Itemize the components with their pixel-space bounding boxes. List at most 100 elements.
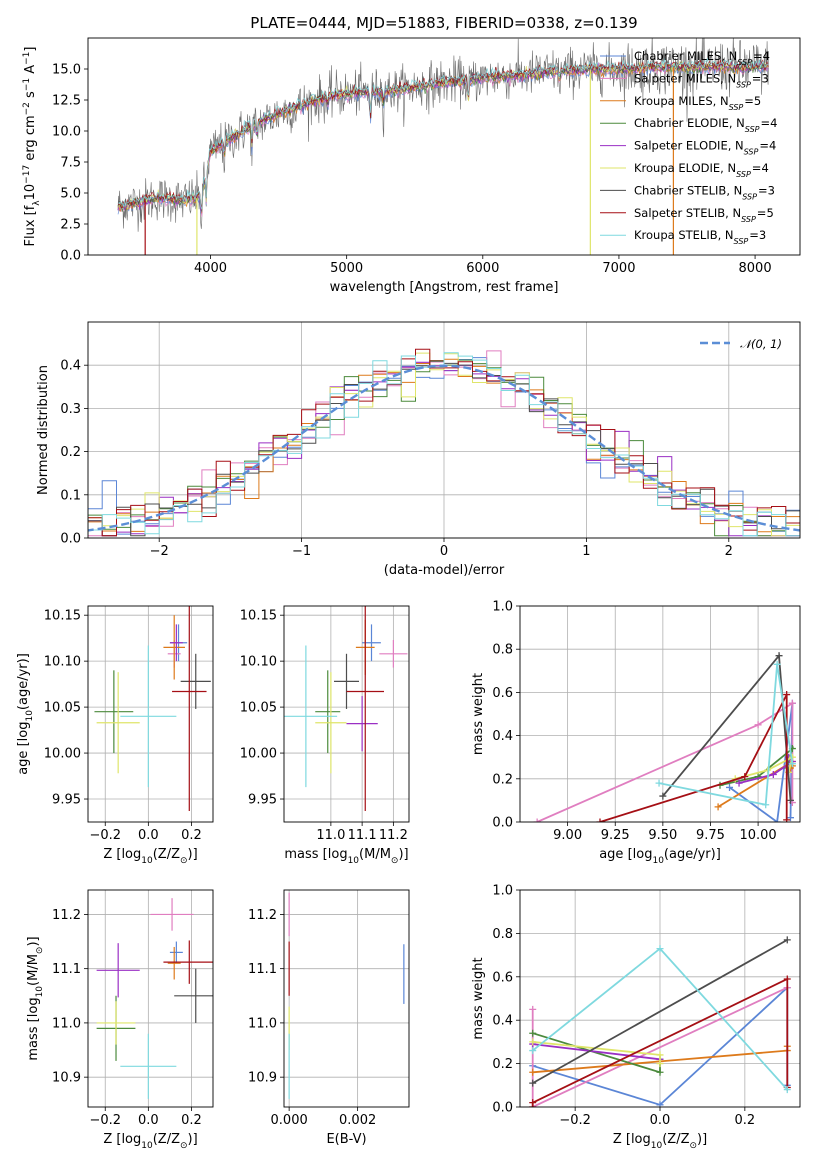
chart-age-vs-mass: 11.0 11.1 11.2 9.95 10.00 10.05 10.10 10.15 mass… bbox=[240, 605, 410, 866]
x-axis-label: age [log10(age/yr)] bbox=[599, 847, 721, 866]
axes-frame bbox=[519, 889, 801, 1108]
x-axis-label: E(B-V) bbox=[326, 1132, 366, 1147]
legend-label: 𝒩(0, 1) bbox=[740, 337, 782, 351]
weight-marker bbox=[783, 816, 791, 822]
weight-marker bbox=[773, 660, 781, 668]
weight-marker bbox=[659, 792, 667, 800]
weight-line bbox=[658, 664, 794, 806]
axes-frame bbox=[283, 605, 410, 823]
x-axis-label: wavelength [Angstrom, rest frame] bbox=[330, 280, 559, 295]
weight-marker bbox=[735, 779, 743, 787]
axes-frame bbox=[87, 889, 214, 1108]
x-tick-label: −0.2 bbox=[89, 1113, 121, 1128]
x-tick-label: 4000 bbox=[194, 261, 227, 276]
y-tick-label: 11.1 bbox=[248, 962, 277, 977]
weight-marker bbox=[529, 1029, 537, 1037]
weight-marker bbox=[786, 814, 794, 822]
x-axis-label: Z [log10(Z/Z⊙)] bbox=[103, 847, 197, 866]
weight-line bbox=[532, 939, 788, 1084]
weight-marker bbox=[783, 1086, 791, 1094]
y-tick-label: 0.2 bbox=[492, 772, 513, 787]
y-axis-label: age [log10(age/yr)] bbox=[16, 653, 35, 775]
plot-area-age-vs-Z bbox=[94, 606, 211, 811]
chart-title: PLATE=0444, MJD=51883, FIBERID=0338, z=0… bbox=[250, 14, 637, 32]
weight-marker bbox=[533, 818, 541, 822]
x-tick-label: 0.2 bbox=[181, 1113, 202, 1128]
weight-marker bbox=[783, 975, 791, 983]
weight-marker bbox=[529, 1079, 537, 1087]
y-tick-label: 10.00 bbox=[44, 747, 81, 762]
weight-line bbox=[536, 701, 794, 822]
y-tick-label: 9.95 bbox=[248, 793, 277, 808]
plot-area-residuals bbox=[88, 348, 800, 537]
chart-residuals: −2 −1 0 1 2 0.0 0.1 0.2 0.3 0.4 (data-model)/error… bbox=[36, 321, 801, 578]
x-axis-label: Z [log10(Z/Z⊙)] bbox=[103, 1132, 197, 1151]
plot-area-age-vs-mass bbox=[284, 606, 408, 811]
weight-marker bbox=[656, 1101, 664, 1107]
y-tick-label: 0.4 bbox=[492, 729, 513, 744]
y-tick-label: 0.1 bbox=[60, 488, 81, 503]
x-tick-label: 0.0 bbox=[138, 1113, 159, 1128]
y-tick-label: 11.0 bbox=[248, 1016, 277, 1031]
x-axis-label: mass [log10(M/M⊙)] bbox=[284, 847, 408, 866]
weight-marker bbox=[783, 936, 791, 944]
weight-line bbox=[532, 1043, 661, 1061]
y-tick-label: 0.0 bbox=[60, 249, 81, 264]
x-tick-label: 8000 bbox=[739, 261, 772, 276]
y-tick-label: 0.0 bbox=[492, 1101, 513, 1116]
weight-marker bbox=[656, 1060, 664, 1068]
y-tick-label: 11.1 bbox=[52, 962, 81, 977]
y-tick-label: 5.0 bbox=[60, 187, 81, 202]
normal-curve bbox=[88, 364, 800, 532]
y-tick-label: 0.4 bbox=[60, 359, 81, 374]
y-tick-label: 10.0 bbox=[52, 125, 81, 140]
x-tick-label: 6000 bbox=[466, 261, 499, 276]
weight-marker bbox=[529, 1099, 537, 1107]
weight-marker bbox=[786, 796, 794, 804]
y-tick-label: 10.9 bbox=[248, 1071, 277, 1086]
y-tick-label: 10.10 bbox=[44, 655, 81, 670]
weight-marker bbox=[655, 779, 663, 787]
axes-frame bbox=[87, 37, 801, 256]
x-tick-label: 0.2 bbox=[735, 1113, 756, 1128]
x-tick-label: 0.0 bbox=[650, 1113, 671, 1128]
y-tick-label: 1.0 bbox=[492, 884, 513, 899]
spectrum-data-line bbox=[117, 38, 769, 232]
legend-label: Kroupa ELODIE, NSSP=4 bbox=[634, 161, 769, 179]
x-tick-label: 10.00 bbox=[739, 828, 776, 843]
x-tick-label: 1 bbox=[582, 544, 590, 559]
chart-weight-vs-age: 9.00 9.25 9.50 9.75 10.00 0.0 0.2 0.4 0.6 0.8 1.0 a… bbox=[471, 600, 801, 866]
weight-marker bbox=[783, 691, 791, 699]
y-tick-label: 0.0 bbox=[60, 532, 81, 547]
chart-mass-vs-Z: −0.2 0.0 0.2 10.9 11.0 11.1 11.2 Z [log10(Z/Z⊙)… bbox=[26, 889, 214, 1151]
chart-mass-vs-ebv: 0.000 0.002 10.9 11.0 11.1 11.2 E(B-V) bbox=[248, 889, 410, 1147]
axes-frame bbox=[283, 889, 410, 1108]
y-tick-label: 0.6 bbox=[492, 970, 513, 985]
plot-area-mass-vs-Z bbox=[96, 898, 213, 1099]
x-tick-label: −0.2 bbox=[89, 828, 121, 843]
chart-age-vs-Z: −0.2 0.0 0.2 9.95 10.00 10.05 10.10 10.15 Z [log… bbox=[16, 605, 214, 866]
weight-marker bbox=[788, 760, 796, 768]
y-axis-label: mass [log10(M/M⊙)] bbox=[26, 936, 45, 1060]
y-tick-label: 10.15 bbox=[240, 609, 277, 624]
x-tick-label: −1 bbox=[292, 544, 311, 559]
weight-marker bbox=[529, 1068, 537, 1076]
x-tick-label: 0.002 bbox=[339, 1113, 376, 1128]
legend-label: Kroupa MILES, NSSP=5 bbox=[634, 94, 761, 112]
axes-frame bbox=[519, 605, 801, 823]
y-tick-label: 11.0 bbox=[52, 1016, 81, 1031]
weight-marker bbox=[754, 721, 762, 729]
x-tick-label: 0.0 bbox=[138, 828, 159, 843]
weight-marker bbox=[788, 699, 796, 707]
y-axis-label: Flux [fλ10−17 erg cm−2 s−1 A−1] bbox=[22, 47, 42, 247]
chart-weight-vs-Z: −0.2 0.0 0.2 0.0 0.2 0.4 0.6 0.8 1.0 Z [log10(Z/Z… bbox=[471, 884, 801, 1151]
weight-line bbox=[738, 756, 794, 784]
weight-line bbox=[734, 755, 794, 780]
y-tick-label: 2.5 bbox=[60, 218, 81, 233]
chart-spectrum: 4000 5000 6000 7000 8000 0.0 2.5 5.0 7.5 10.0 12.5… bbox=[22, 37, 801, 295]
y-tick-label: 11.2 bbox=[52, 908, 81, 923]
x-tick-label: −2 bbox=[150, 544, 169, 559]
y-axis-label: mass weight bbox=[471, 673, 486, 755]
legend-label: Salpeter STELIB, NSSP=5 bbox=[634, 206, 774, 224]
y-tick-label: 0.3 bbox=[60, 402, 81, 417]
